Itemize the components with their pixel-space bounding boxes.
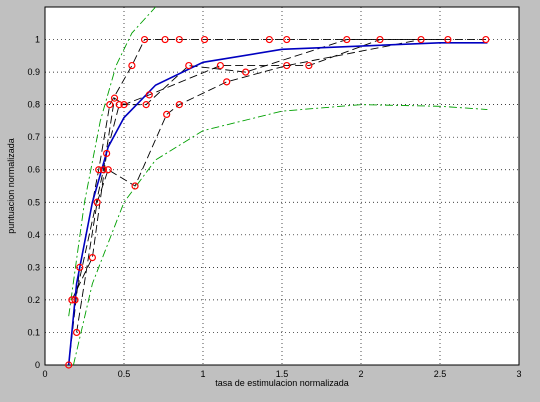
series-line	[73, 104, 488, 365]
data-point	[376, 35, 384, 44]
y-tick-label: 0.3	[27, 262, 40, 272]
data-point	[417, 35, 425, 44]
data-point	[72, 328, 81, 337]
data-point	[200, 35, 209, 44]
data-point	[88, 254, 97, 262]
data-point	[140, 35, 149, 44]
x-tick-label: 0.5	[118, 369, 131, 379]
data-point	[305, 61, 313, 70]
data-point	[145, 91, 153, 99]
data-point	[343, 35, 351, 44]
data-point	[120, 101, 128, 109]
data-point	[131, 182, 139, 190]
data-point	[115, 101, 123, 109]
y-tick-label: 0.1	[27, 327, 40, 337]
x-tick-label: 3	[516, 369, 521, 379]
x-axis-label: tasa de estimulacion normalizada	[215, 378, 349, 388]
y-tick-label: 0.9	[27, 67, 40, 77]
data-point	[104, 166, 112, 174]
y-tick-label: 0.4	[27, 230, 40, 240]
y-tick-label: 0.8	[27, 100, 40, 110]
x-tick-label: 1.5	[276, 369, 289, 379]
data-point	[110, 94, 119, 102]
data-point	[95, 166, 103, 174]
y-tick-label: 1	[35, 35, 40, 45]
data-point	[93, 198, 101, 206]
data-point	[283, 61, 291, 70]
data-point	[142, 101, 150, 109]
data-point	[99, 166, 108, 174]
y-tick-label: 0.6	[27, 165, 40, 175]
data-point	[283, 35, 291, 44]
data-point	[175, 101, 183, 109]
series-line	[76, 39, 422, 333]
data-point	[68, 296, 76, 304]
y-tick-label: 0.5	[27, 197, 40, 207]
y-tick-label: 0.7	[27, 132, 40, 142]
series-line	[68, 39, 486, 365]
data-point	[482, 35, 490, 44]
data-point	[128, 61, 136, 70]
data-point	[216, 61, 224, 70]
data-point	[103, 149, 111, 158]
x-tick-label: 0	[42, 369, 47, 379]
data-point	[175, 35, 183, 44]
series-line	[71, 39, 448, 301]
data-point	[185, 61, 193, 70]
y-tick-label: 0	[35, 360, 40, 370]
data-point	[161, 35, 169, 44]
data-point	[223, 78, 231, 86]
data-point	[71, 296, 79, 304]
data-point	[76, 263, 84, 271]
y-axis-label: puntuacion normalizada	[6, 138, 16, 234]
data-point	[265, 35, 273, 44]
series-line	[67, 42, 488, 365]
x-tick-label: 2	[358, 369, 363, 379]
x-tick-label: 1	[200, 369, 205, 379]
data-point	[65, 361, 73, 369]
series-line	[68, 7, 156, 317]
data-point	[444, 35, 452, 44]
data-point	[163, 110, 171, 119]
y-tick-label: 0.2	[27, 295, 40, 305]
x-tick-label: 2.5	[434, 369, 447, 379]
data-point	[242, 68, 250, 76]
data-point	[106, 101, 114, 109]
